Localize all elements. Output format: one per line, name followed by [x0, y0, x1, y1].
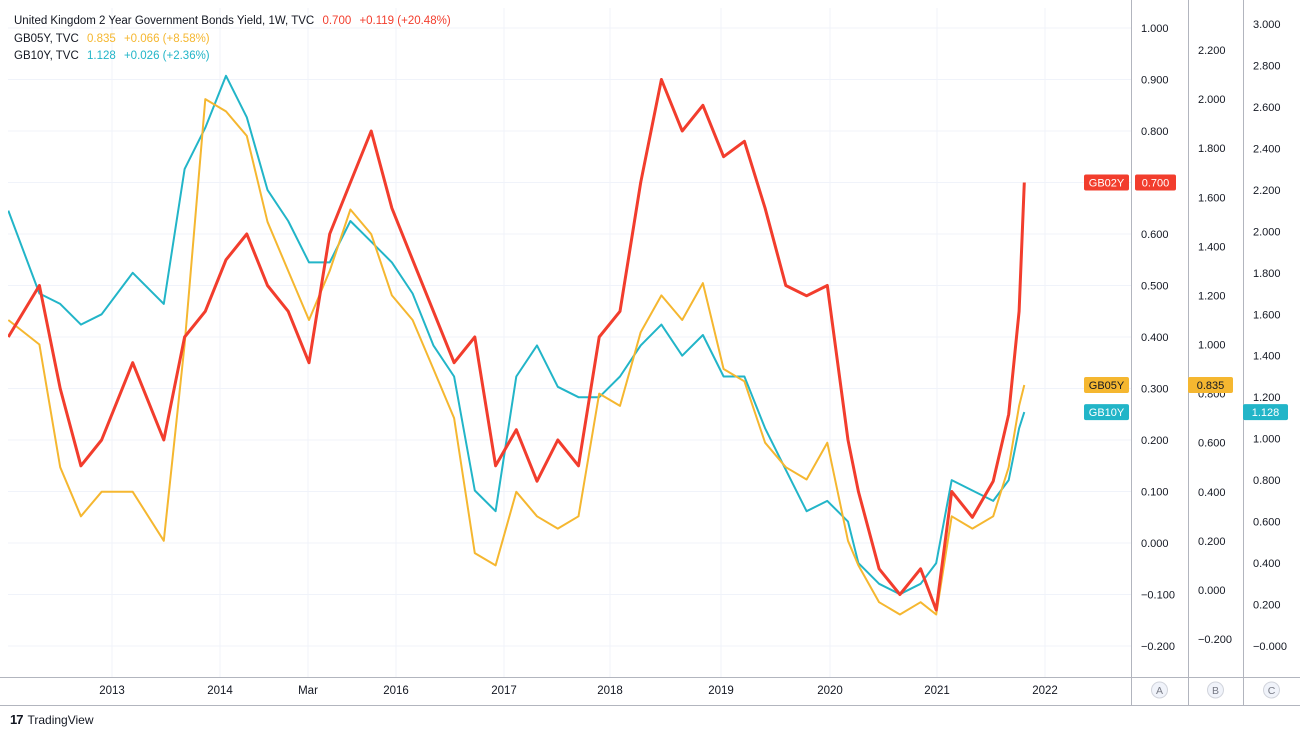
y-tick-label-c-7: 1.600	[1253, 309, 1281, 321]
y-tick-label-c-2: 2.600	[1253, 102, 1281, 114]
series-value-tag-bg	[1188, 376, 1233, 393]
y-tick-label-c-3: 2.400	[1253, 143, 1281, 155]
legend-gb05y-value: 0.835	[86, 32, 116, 45]
y-tick-label-c-6: 1.800	[1253, 268, 1281, 280]
y-tick-label-c-12: 0.600	[1253, 517, 1281, 529]
y-tick-label-c-8: 1.400	[1253, 351, 1281, 363]
series-name-tag: GB10Y	[1089, 407, 1125, 419]
tradingview-brand[interactable]: 17 TradingView	[10, 712, 94, 727]
x-tick-label-5: 2018	[597, 685, 623, 697]
series-line-gb05y	[8, 98, 1026, 616]
x-tick-label-0: 2013	[99, 685, 125, 697]
tradingview-brand-text: TradingView	[27, 712, 94, 727]
series-name-tag: GB02Y	[1089, 178, 1125, 190]
y-tick-label-a-10: 0.000	[1141, 538, 1169, 550]
legend-gb10y-name: GB10Y, TVC	[14, 50, 79, 62]
y-tick-label-b-0: 2.200	[1198, 45, 1226, 57]
y-tick-label-c-4: 2.200	[1253, 185, 1281, 197]
series-value-tag: 0.700	[1142, 178, 1170, 190]
legend-gb05y-change: +0.066 (+8.58%)	[123, 32, 210, 45]
axis-badge-c-circle	[1263, 681, 1280, 699]
axis-badge-b-circle	[1207, 681, 1224, 699]
y-tick-label-b-6: 1.000	[1198, 340, 1226, 352]
y-tick-label-c-0: 3.000	[1253, 19, 1281, 31]
y-tick-label-b-9: 0.400	[1198, 487, 1226, 499]
last-value-tag-gb10y: GB10Y 1.128	[1084, 404, 1288, 421]
y-tick-label-b-1: 2.000	[1198, 94, 1226, 106]
y-tick-label-a-0: 1.000	[1141, 23, 1169, 35]
y-tick-label-a-8: 0.200	[1141, 435, 1169, 447]
series-name-tag-bg	[1084, 404, 1129, 421]
y-tick-label-a-11: −0.100	[1141, 590, 1175, 602]
y-tick-label-c-11: 0.800	[1253, 475, 1281, 487]
legend-gb02y[interactable]: United Kingdom 2 Year Government Bonds Y…	[14, 13, 456, 31]
legend-gb05y[interactable]: GB05Y, TVC 0.835 +0.066 (+8.58%)	[14, 31, 456, 49]
series-name-tag-bg	[1084, 174, 1129, 191]
y-tick-label-a-9: 0.100	[1141, 487, 1169, 499]
series-line-gb10y	[8, 74, 1026, 596]
x-tick-label-4: 2017	[491, 685, 517, 697]
legend-gb10y-value: 1.128	[86, 50, 116, 62]
x-tick-label-1: 2014	[207, 685, 233, 697]
legend-gb02y-change: +0.119 (+20.48%)	[359, 15, 451, 27]
y-tick-label-b-5: 1.200	[1198, 290, 1226, 302]
y-tick-label-a-6: 0.400	[1141, 332, 1169, 344]
y-tick-label-b-10: 0.200	[1198, 536, 1226, 548]
x-tick-label-9: 2022	[1032, 685, 1058, 697]
y-tick-label-c-13: 0.400	[1253, 558, 1281, 570]
legend-gb10y[interactable]: GB10Y, TVC 1.128 +0.026 (+2.36%)	[14, 48, 456, 66]
legend: United Kingdom 2 Year Government Bonds Y…	[14, 13, 456, 66]
last-value-tag-gb02y: GB02Y 0.700	[1084, 174, 1176, 191]
series-name-tag-bg	[1084, 376, 1129, 393]
x-tick-label-6: 2019	[708, 685, 734, 697]
legend-gb02y-value: 0.700	[322, 15, 352, 27]
x-tick-label-3: 2016	[383, 685, 409, 697]
y-tick-label-c-9: 1.200	[1253, 392, 1281, 404]
y-tick-label-a-1: 0.900	[1141, 75, 1169, 87]
series-value-tag: 0.835	[1197, 380, 1225, 392]
x-tick-label-7: 2020	[817, 685, 843, 697]
y-tick-label-a-12: −0.200	[1141, 641, 1175, 653]
y-tick-label-c-1: 2.800	[1253, 60, 1281, 72]
y-tick-label-a-7: 0.300	[1141, 384, 1169, 396]
series-value-tag-bg	[1135, 174, 1176, 191]
y-tick-label-a-2: 0.800	[1141, 126, 1169, 138]
y-tick-label-b-2: 1.800	[1198, 143, 1226, 155]
last-value-tag-gb05y: GB05Y 0.835	[1084, 376, 1233, 393]
series-line-gb02y	[8, 78, 1026, 612]
y-tick-label-b-8: 0.600	[1198, 438, 1226, 450]
axis-badge-a: A	[1156, 685, 1163, 697]
y-tick-label-c-10: 1.000	[1253, 434, 1281, 446]
axis-badge-b: B	[1212, 685, 1219, 697]
y-tick-label-c-5: 2.000	[1253, 226, 1281, 238]
y-tick-label-c-14: 0.200	[1253, 600, 1281, 612]
y-tick-label-c-15: −0.000	[1253, 641, 1287, 653]
legend-gb02y-name: United Kingdom 2 Year Government Bonds Y…	[14, 15, 315, 27]
series-value-tag: 1.128	[1252, 407, 1280, 419]
y-tick-label-b-12: −0.200	[1198, 634, 1232, 646]
series-name-tag: GB05Y	[1089, 380, 1125, 392]
y-tick-label-b-3: 1.600	[1198, 192, 1226, 204]
legend-gb05y-name: GB05Y, TVC	[14, 32, 79, 45]
y-tick-label-b-11: 0.000	[1198, 585, 1226, 597]
x-tick-label-2: Mar	[298, 685, 318, 697]
axis-badge-c: C	[1268, 685, 1276, 697]
y-tick-label-b-4: 1.400	[1198, 241, 1226, 253]
series-value-tag-bg	[1243, 404, 1288, 421]
x-tick-label-8: 2021	[924, 685, 950, 697]
y-tick-label-a-5: 0.500	[1141, 281, 1169, 293]
tradingview-logo-icon: 17	[10, 712, 24, 727]
legend-gb10y-change: +0.026 (+2.36%)	[123, 50, 210, 62]
y-tick-label-a-4: 0.600	[1141, 229, 1169, 241]
axis-badge-a-circle	[1151, 681, 1168, 699]
